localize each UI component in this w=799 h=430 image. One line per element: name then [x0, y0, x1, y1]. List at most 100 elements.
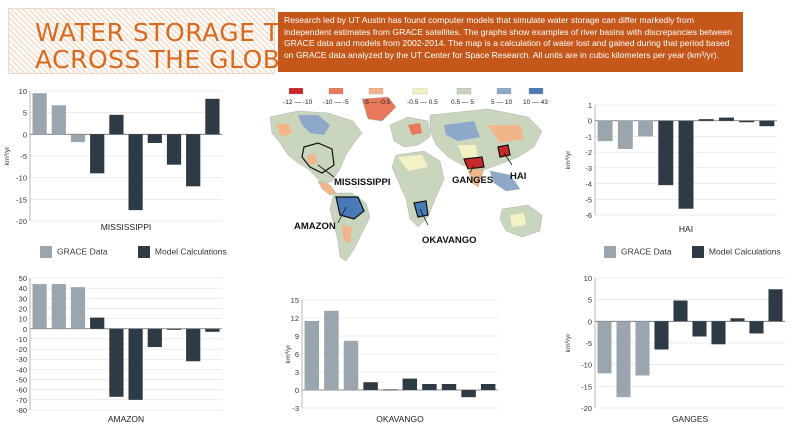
legend-swatch-grace — [604, 246, 616, 258]
bar-model — [147, 134, 162, 143]
bar-grace — [597, 321, 612, 374]
y-tick-label: 20 — [19, 304, 27, 313]
y-tick-label: -20 — [16, 217, 27, 226]
bar-grace — [70, 134, 86, 143]
map-legend-label: -12 — -10 — [283, 99, 313, 106]
y-tick-label: -10 — [16, 174, 27, 183]
bar-grace — [70, 287, 86, 329]
y-tick-label: -1 — [585, 132, 592, 141]
y-tick-label: -6 — [585, 211, 592, 220]
y-tick-label: 10 — [19, 87, 27, 96]
y-tick-label: -20 — [581, 404, 592, 413]
y-axis-label: km³/yr — [565, 333, 572, 353]
y-tick-label: -3 — [585, 164, 592, 173]
bar-model — [422, 384, 437, 390]
y-tick-label: 1 — [588, 101, 592, 110]
bar-model — [128, 328, 143, 400]
y-tick-label: 0 — [23, 325, 27, 334]
bar-grace — [616, 321, 631, 398]
bar-model — [658, 120, 674, 186]
chart-ganges: 10 5 0 -5 -10 -15 -20 km³/yr GANGES — [565, 274, 785, 424]
y-axis-label: km³/yr — [285, 344, 292, 364]
map-legend-swatch — [328, 88, 344, 95]
map-legend-label: -10 — -5 — [323, 99, 349, 106]
bar-grace — [343, 340, 359, 390]
map-legend-swatch — [288, 88, 304, 95]
y-tick-label: -15 — [581, 382, 592, 391]
bar-grace — [635, 321, 650, 376]
y-tick-label: 10 — [584, 274, 592, 283]
legend-left: GRACE Data Model Calculations — [40, 246, 227, 258]
bar-grace — [51, 284, 66, 329]
bar-grace — [638, 120, 654, 137]
y-tick-label: 6 — [295, 350, 299, 359]
y-tick-label: -15 — [16, 195, 27, 204]
bar-model — [402, 378, 418, 390]
bar-model — [461, 390, 476, 398]
bar-model — [698, 119, 714, 121]
y-tick-label: 0 — [588, 117, 592, 126]
y-tick-label: -4 — [585, 180, 592, 189]
bar-model — [90, 134, 105, 174]
legend-swatch-model — [691, 246, 704, 258]
y-tick-label: -5 — [585, 195, 592, 204]
page-title-line-2: ACROSS THE GLOBE — [35, 45, 297, 74]
bar-grace — [304, 321, 320, 390]
chart-title: MISSISSIPPI — [101, 222, 152, 232]
bar-grace — [617, 120, 633, 149]
y-tick-label: -10 — [581, 361, 592, 370]
legend-right: GRACE Data Model Calculations — [604, 246, 781, 258]
y-tick-label: -80 — [16, 406, 27, 415]
chart-hai: 1 0 -1 -2 -3 -4 -5 -6 km³/yr HAI — [565, 101, 777, 234]
bar-model — [186, 134, 201, 187]
y-tick-label: 5 — [23, 109, 27, 118]
y-tick-label: 3 — [295, 368, 299, 377]
legend-model-label: Model Calculations — [154, 246, 227, 257]
bar-model — [768, 289, 783, 322]
map-legend-label: 0.5 — 5 — [451, 99, 474, 106]
y-tick-label: -10 — [16, 335, 27, 344]
bar-model — [166, 328, 182, 330]
y-tick-label: 12 — [291, 314, 299, 323]
world-map: MISSISSIPPI AMAZON GANGES HAI OKAVANGO — [269, 96, 543, 262]
map-leader-lines — [317, 152, 513, 226]
bar-model — [186, 328, 201, 362]
y-tick-label: 30 — [19, 294, 27, 303]
map-legend-label: 10 — 43 — [523, 99, 548, 106]
bar-model — [739, 120, 755, 123]
chart-title: OKAVANGO — [376, 414, 424, 424]
y-tick-label: -30 — [16, 355, 27, 364]
bar-model — [678, 120, 694, 209]
y-tick-label: -2 — [585, 148, 592, 157]
legend-swatch-model — [137, 246, 150, 258]
map-label-amazon: AMAZON — [294, 221, 336, 232]
map-color-scale: -12 — -10 -10 — -5 -5 — -0.5 -0.5 — 0.5 0.5 … — [283, 88, 548, 106]
bar-model — [749, 321, 764, 334]
bar-model — [147, 328, 162, 348]
y-tick-label: -40 — [16, 365, 27, 374]
map-legend-swatch — [368, 88, 384, 95]
bar-model — [109, 114, 124, 135]
map-label-okavango: OKAVANGO — [422, 235, 477, 246]
y-tick-label: -60 — [16, 386, 27, 395]
bar-model — [363, 382, 378, 390]
bar-model — [109, 328, 124, 397]
map-legend-swatch — [496, 88, 512, 95]
bar-model — [166, 134, 182, 165]
y-tick-label: 9 — [295, 332, 299, 341]
y-tick-label: 50 — [19, 274, 27, 283]
bar-model — [759, 120, 775, 127]
y-tick-label: -70 — [16, 396, 27, 405]
bar-model — [128, 134, 143, 211]
bar-grace — [324, 310, 339, 390]
y-tick-label: 0 — [23, 130, 27, 139]
y-tick-label: 40 — [19, 284, 27, 293]
bar-model — [90, 317, 105, 329]
bar-model — [480, 384, 496, 390]
map-legend-label: -0.5 — 0.5 — [407, 99, 438, 106]
y-tick-label: -5 — [20, 152, 27, 161]
map-legend-swatch — [412, 88, 428, 95]
bar-model — [382, 389, 398, 391]
bar-grace — [32, 284, 47, 329]
